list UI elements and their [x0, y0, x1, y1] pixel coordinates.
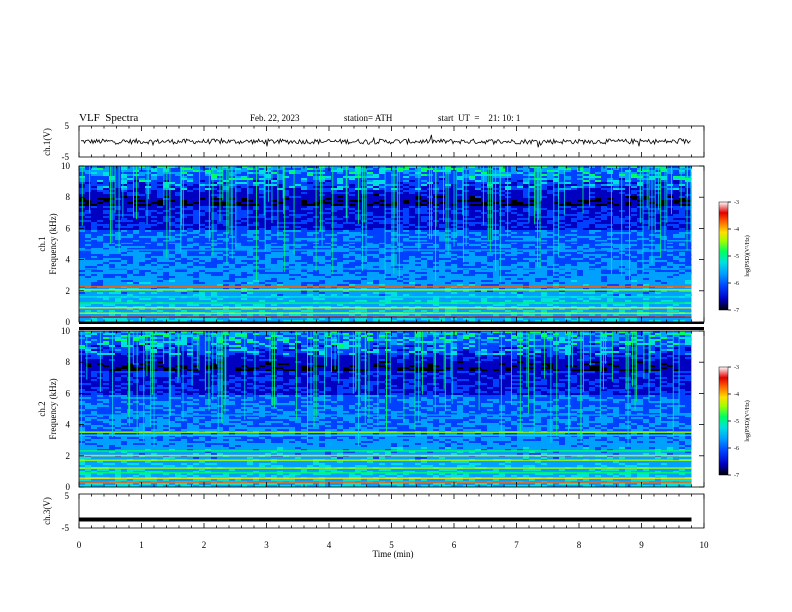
y-tick-label: 2 [66, 286, 71, 296]
ch1-waveform-line [80, 134, 691, 148]
x-tick-label: 6 [452, 540, 457, 550]
ch3-waveform-ylabel: ch.3(V) [42, 497, 52, 525]
colorbar-tick-label: -6 [734, 281, 739, 287]
colorbar-tick-label: -5 [734, 419, 739, 425]
x-tick-label: 4 [327, 540, 332, 550]
y-tick-label: 8 [66, 192, 71, 202]
y-tick-label: 10 [61, 161, 71, 171]
colorbar-tick-label: -6 [734, 446, 739, 452]
x-tick-label: 1 [139, 540, 144, 550]
colorbar-ch1-ticks: -3 -4 -5 -6 -7 [728, 200, 739, 314]
x-tick-label: 5 [389, 540, 394, 550]
ch1-spectrogram-yticks: 0 2 4 6 8 10 [61, 161, 704, 327]
x-axis-tick-labels: 0 1 2 3 4 5 6 7 8 9 10 [77, 540, 709, 550]
colorbar-ch2: -3 -4 -5 -6 -7 log(PSD)(V²/Hz) [718, 365, 751, 479]
y-tick-label: 0 [66, 317, 71, 327]
colorbar-ch2-label: log(PSD)(V²/Hz) [744, 400, 751, 441]
y-tick-label: 2 [66, 451, 71, 461]
panel-ch2-spectrogram: 0 2 4 6 8 10 ch.2 Frequency (kHz) [37, 326, 705, 492]
colorbar-ch1-label: log(PSD)(V²/Hz) [744, 235, 751, 276]
y-tick-label: 4 [66, 420, 71, 430]
ch2-spectrogram-ylabel-channel: ch.2 [37, 401, 47, 416]
ch2-spectrogram-ylabel-frequency: Frequency (kHz) [48, 378, 58, 439]
colorbar-tick-label: -3 [734, 365, 739, 371]
ch1-ytick-5: 5 [65, 121, 70, 131]
x-tick-label: 9 [639, 540, 644, 550]
chart-title: VLF Spectra [79, 112, 139, 124]
colorbar-tick-label: -7 [734, 308, 739, 314]
x-tick-label: 7 [514, 540, 519, 550]
ch3-ytick-5: 5 [65, 491, 70, 501]
colorbar-tick-label: -3 [734, 200, 739, 206]
x-tick-label: 10 [700, 540, 710, 550]
ch1-spectrogram-image [79, 166, 704, 323]
date-label: Feb. 22, 2023 [250, 113, 300, 123]
ch1-spectrogram-ylabel-frequency: Frequency (kHz) [48, 213, 58, 274]
x-tick-label: 3 [264, 540, 269, 550]
ch2-spectrogram-image [79, 331, 704, 488]
station-label: station= ATH [344, 113, 393, 123]
colorbar-ch1: -3 -4 -5 -6 -7 log(PSD)(V²/Hz) [718, 200, 751, 314]
y-tick-label: 6 [66, 388, 71, 398]
ch1-spectrogram-ylabel-channel: ch.1 [37, 236, 47, 251]
ch1-ytick-minus5: -5 [62, 152, 70, 162]
ch3-waveform-line [79, 517, 692, 522]
x-tick-label: 0 [77, 540, 82, 550]
colorbar-tick-label: -4 [734, 392, 739, 398]
x-axis-ticks [78, 126, 705, 528]
y-tick-label: 8 [66, 357, 71, 367]
panel-ch3-waveform: 5 -5 ch.3(V) [42, 491, 705, 533]
ch1-waveform-ylabel: ch.1(V) [42, 128, 52, 156]
y-tick-label: 0 [66, 482, 71, 492]
ch2-spectrogram-yticks: 0 2 4 6 8 10 [61, 326, 704, 492]
colorbar-ch2-ticks: -3 -4 -5 -6 -7 [728, 365, 739, 479]
colorbar-tick-label: -7 [734, 473, 739, 479]
panel-ch1-spectrogram: 0 2 4 6 8 10 ch.1 Frequency (kHz) [37, 161, 705, 327]
colorbar-tick-label: -5 [734, 254, 739, 260]
start-time-label: start UT = 21: 10: 1 [438, 113, 521, 123]
colorbar-tick-label: -4 [734, 227, 739, 233]
y-tick-label: 10 [61, 326, 71, 336]
x-axis-label: Time (min) [373, 549, 414, 559]
x-tick-label: 2 [202, 540, 207, 550]
x-tick-label: 8 [577, 540, 582, 550]
ch3-ytick-minus5: -5 [62, 523, 70, 533]
y-tick-label: 6 [66, 223, 71, 233]
y-tick-label: 4 [66, 255, 71, 265]
